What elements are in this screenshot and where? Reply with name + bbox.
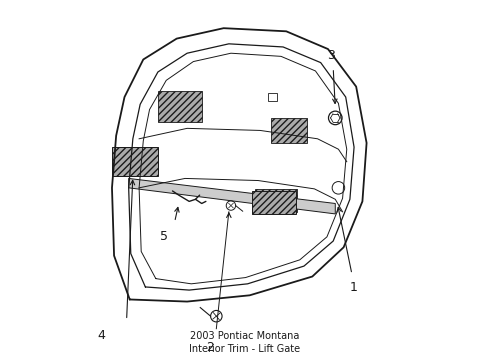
Bar	[114, 147, 156, 176]
Bar	[251, 191, 295, 214]
Bar	[112, 147, 158, 176]
Text: 3: 3	[326, 49, 334, 62]
Text: 2003 Pontiac Montana
Interior Trim - Lift Gate: 2003 Pontiac Montana Interior Trim - Lif…	[188, 330, 300, 354]
Bar	[158, 91, 202, 122]
Text: 2: 2	[206, 341, 214, 354]
Bar	[254, 189, 296, 212]
Polygon shape	[128, 179, 335, 214]
Text: 1: 1	[349, 281, 357, 294]
Text: 5: 5	[160, 230, 168, 243]
Bar	[268, 93, 276, 101]
Bar	[270, 118, 306, 143]
Text: 4: 4	[98, 329, 105, 342]
